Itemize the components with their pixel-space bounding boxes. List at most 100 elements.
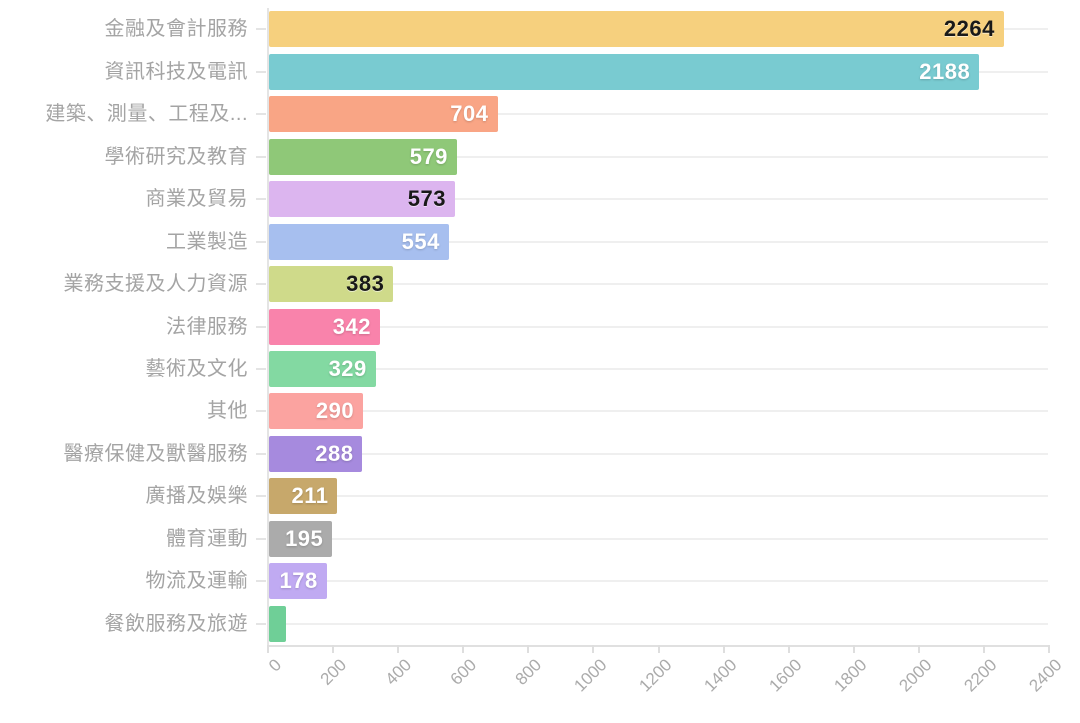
plot-cell: 579: [269, 135, 1048, 177]
x-tick-label: 600: [446, 655, 480, 689]
category-label: 體育運動: [166, 527, 248, 550]
bar[interactable]: 573: [269, 181, 455, 218]
bar-value-label: 329: [328, 355, 367, 381]
category-gridline: [269, 198, 1048, 201]
plot-cell: 195: [269, 518, 1048, 560]
x-tick-label: 400: [381, 655, 415, 689]
bar-value-label: 2264: [943, 16, 995, 42]
bar[interactable]: 290: [269, 393, 364, 430]
category-tick-mark: [256, 410, 266, 413]
category-tick-mark: [256, 28, 266, 31]
category-tick-mark: [256, 622, 266, 625]
chart-rows: 金融及會計服務 2264 資訊科技及電訊 2188 建築、測量、工程及... 7…: [0, 8, 1050, 645]
bar[interactable]: 195: [269, 520, 333, 557]
x-tick-label: 1000: [569, 655, 611, 696]
chart-row: 金融及會計服務 2264: [0, 8, 1050, 50]
category-gridline: [269, 367, 1048, 370]
category-tick-mark: [256, 495, 266, 498]
bar-value-label: 178: [279, 568, 318, 594]
bar[interactable]: 178: [269, 563, 327, 600]
plot-cell: 329: [269, 348, 1048, 390]
category-label: 法律服務: [166, 315, 248, 338]
category-tick-mark: [256, 240, 266, 243]
x-tick-label: 1600: [765, 655, 806, 696]
category-gridline: [269, 155, 1048, 158]
bar[interactable]: 2264: [269, 11, 1004, 48]
x-tick-label: 2200: [960, 655, 1001, 696]
chart-row: 餐飲服務及旅遊: [0, 603, 1050, 645]
category-tick-mark: [256, 325, 266, 328]
category-tick-mark: [256, 198, 266, 201]
category-gridline: [269, 580, 1048, 583]
plot-cell: 288: [269, 433, 1048, 475]
category-label: 廣播及娛樂: [145, 485, 248, 508]
plot-cell: 211: [269, 475, 1048, 517]
x-tick-label: 1200: [635, 655, 676, 696]
category-label: 藝術及文化: [145, 357, 248, 380]
bar-value-label: 573: [407, 186, 446, 212]
category-gridline: [269, 452, 1048, 455]
chart-row: 物流及運輸 178: [0, 560, 1050, 602]
category-label: 建築、測量、工程及...: [45, 103, 248, 126]
bar[interactable]: [269, 605, 286, 642]
bar[interactable]: 579: [269, 138, 457, 175]
chart-row: 藝術及文化 329: [0, 348, 1050, 390]
bar-value-label: 2188: [919, 58, 971, 84]
category-tick-mark: [256, 155, 266, 158]
y-axis-line: [267, 8, 269, 647]
category-label: 學術研究及教育: [104, 145, 248, 168]
x-tick-label: 200: [316, 655, 350, 689]
category-tick-mark: [256, 367, 266, 370]
bar[interactable]: 211: [269, 478, 338, 515]
bar[interactable]: 329: [269, 350, 376, 387]
bar-value-label: 195: [285, 525, 324, 551]
bar-value-label: 704: [450, 101, 489, 127]
category-label: 工業製造: [166, 230, 248, 253]
chart-row: 學術研究及教育 579: [0, 135, 1050, 177]
x-tick-label: 1800: [830, 655, 871, 696]
chart-row: 業務支援及人力資源 383: [0, 263, 1050, 305]
bar-value-label: 579: [409, 143, 448, 169]
plot-cell: 290: [269, 390, 1048, 432]
plot-cell: 2264: [269, 8, 1048, 50]
category-tick-mark: [256, 283, 266, 286]
bar-value-label: 290: [315, 398, 355, 424]
category-tick-mark: [256, 452, 266, 455]
category-gridline: [269, 240, 1048, 243]
chart-row: 醫療保健及獸醫服務 288: [0, 433, 1050, 475]
bar[interactable]: 288: [269, 435, 363, 472]
category-tick-mark: [256, 70, 266, 73]
category-label: 金融及會計服務: [104, 18, 248, 41]
plot-cell: [269, 603, 1048, 645]
category-gridline: [269, 537, 1048, 540]
category-label: 餐飲服務及旅遊: [104, 612, 248, 635]
category-gridline: [269, 622, 1048, 625]
chart-row: 建築、測量、工程及... 704: [0, 93, 1050, 135]
category-gridline: [269, 113, 1048, 116]
category-label: 商業及貿易: [145, 188, 248, 211]
bar[interactable]: 383: [269, 266, 394, 303]
bar[interactable]: 704: [269, 96, 498, 133]
chart-row: 商業及貿易 573: [0, 178, 1050, 220]
category-gridline: [269, 283, 1048, 286]
chart-row: 法律服務 342: [0, 305, 1050, 347]
bar[interactable]: 342: [269, 308, 380, 345]
chart-row: 廣播及娛樂 211: [0, 475, 1050, 517]
category-label: 醫療保健及獸醫服務: [63, 442, 248, 465]
category-gridline: [269, 410, 1048, 413]
bar[interactable]: 554: [269, 223, 449, 260]
bar-value-label: 288: [315, 440, 354, 466]
category-label: 資訊科技及電訊: [104, 60, 248, 83]
bar[interactable]: 2188: [269, 53, 980, 90]
category-tick-mark: [256, 113, 266, 116]
category-gridline: [269, 495, 1048, 498]
chart-row: 工業製造 554: [0, 220, 1050, 262]
x-axis-line: [267, 645, 1050, 647]
x-tick-label: 1400: [700, 655, 741, 696]
x-tick-label: 800: [511, 655, 546, 689]
x-tick-label: 2400: [1025, 655, 1066, 696]
x-tick-label: 0: [264, 655, 285, 676]
category-label: 物流及運輸: [145, 570, 248, 593]
plot-cell: 554: [269, 220, 1048, 262]
plot-cell: 178: [269, 560, 1048, 602]
